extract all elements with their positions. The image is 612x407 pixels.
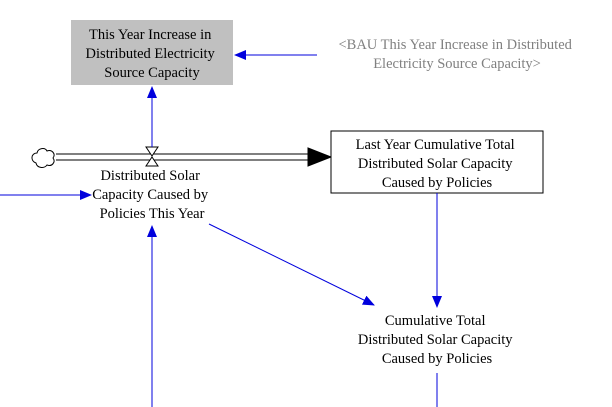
last-year-cumulative-stock[interactable] bbox=[330, 130, 544, 194]
cloud-icon bbox=[31, 148, 55, 168]
this-year-increase-box[interactable] bbox=[71, 20, 233, 85]
arrow-flow-to-cumulative-total bbox=[208, 223, 375, 306]
flow-arrowhead bbox=[307, 147, 333, 167]
valve-icon[interactable] bbox=[145, 146, 159, 167]
last-year-cumulative-label: Last Year Cumulative Total Distributed S… bbox=[356, 137, 519, 191]
cumulative-total-variable[interactable]: Cumulative Total Distributed Solar Capac… bbox=[358, 313, 516, 367]
flow-distributed-solar-label[interactable]: Distributed Solar Capacity Caused by Pol… bbox=[92, 168, 212, 222]
bau-increase-shadow-variable[interactable]: <BAU This Year Increase in Distributed E… bbox=[338, 37, 575, 72]
this-year-increase-label: This Year Increase in Distributed Electr… bbox=[86, 27, 219, 81]
